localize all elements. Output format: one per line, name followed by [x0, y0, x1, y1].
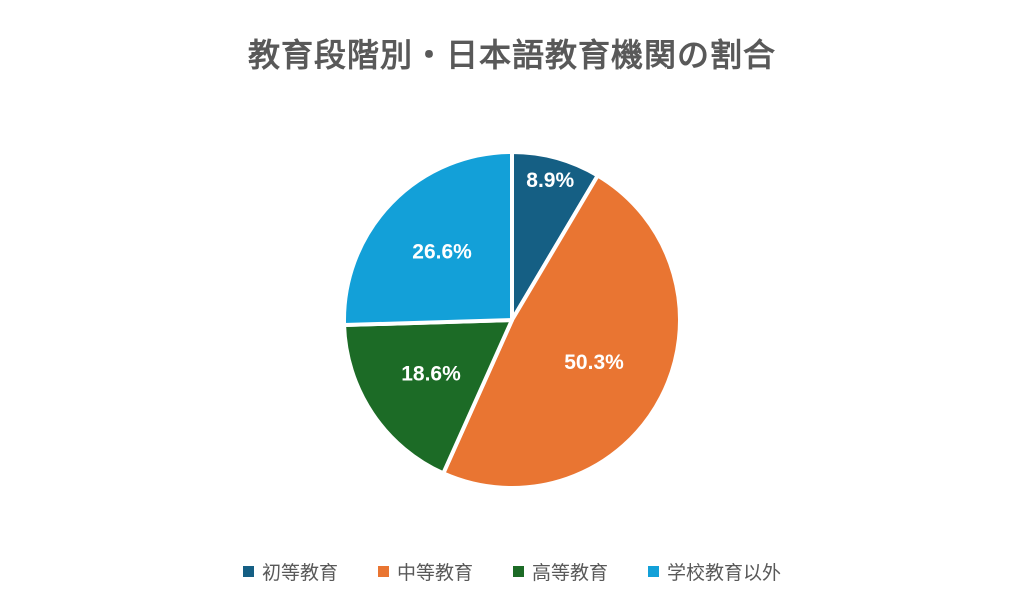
- legend-swatch-secondary: [377, 566, 389, 577]
- legend: 初等教育 中等教育 高等教育 学校教育以外: [0, 558, 1024, 585]
- legend-label-primary: 初等教育: [261, 562, 338, 584]
- legend-label-non-school: 学校教育以外: [667, 562, 782, 584]
- legend-item-secondary: 中等教育: [377, 558, 473, 585]
- legend-item-non-school: 学校教育以外: [648, 558, 781, 585]
- legend-label-secondary: 中等教育: [396, 562, 473, 584]
- legend-swatch-primary: [242, 566, 254, 577]
- legend-item-higher: 高等教育: [513, 558, 608, 585]
- slice-secondary: [441, 173, 682, 490]
- legend-swatch-non-school: [648, 566, 660, 577]
- data-label-higher: 18.6%: [401, 363, 461, 386]
- data-label-non-school: 26.6%: [412, 241, 472, 264]
- data-label-primary: 8.9%: [526, 169, 574, 192]
- data-label-secondary: 50.3%: [564, 351, 624, 374]
- chart-title: 教育段階別・日本語教育機関の割合: [247, 36, 776, 74]
- slice-higher: [342, 318, 514, 476]
- slice-non-school: [342, 150, 514, 328]
- legend-swatch-higher: [513, 566, 524, 577]
- legend-label-higher: 高等教育: [532, 562, 609, 584]
- legend-item-primary: 初等教育: [242, 558, 338, 585]
